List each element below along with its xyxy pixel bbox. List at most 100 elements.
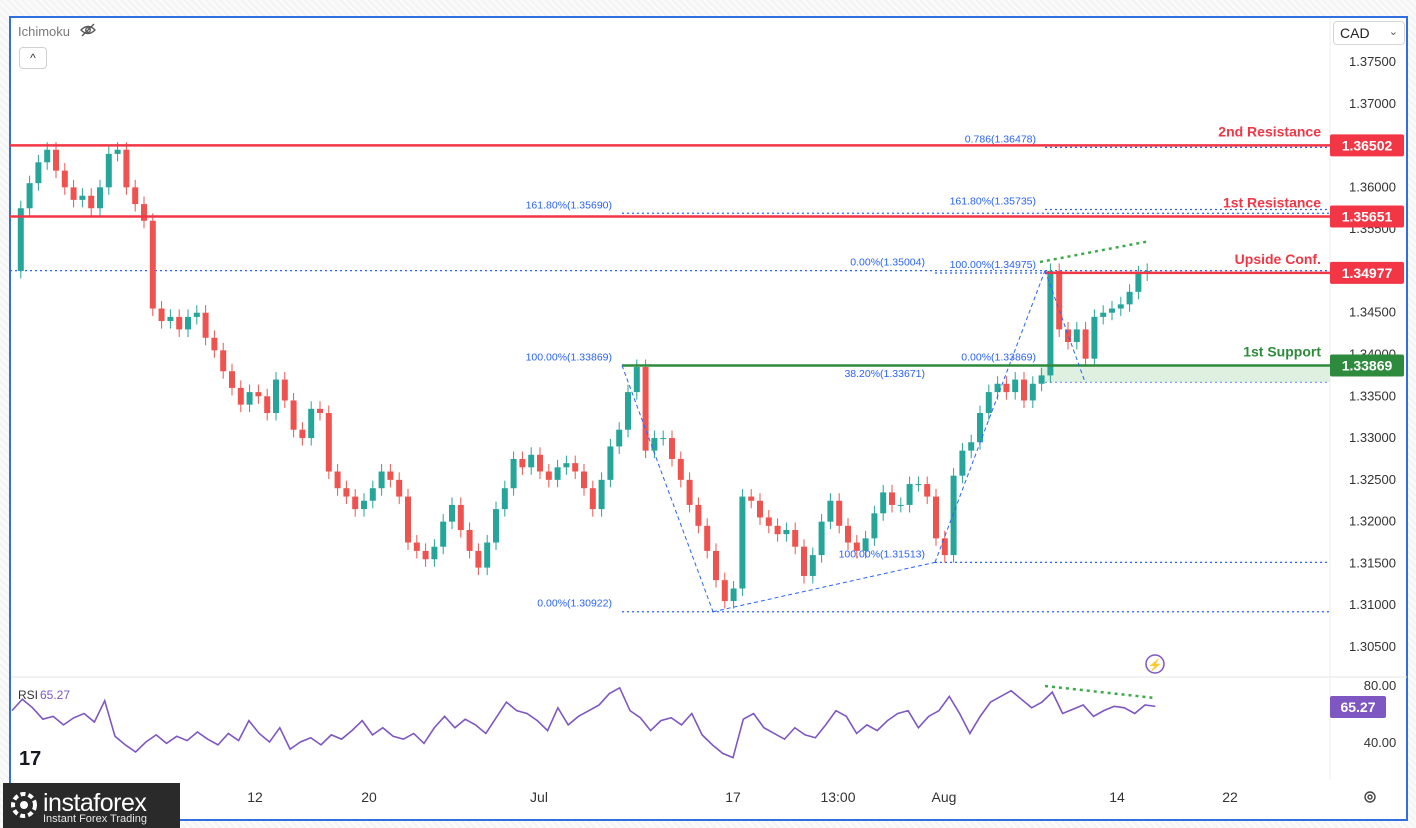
fib-label: 0.00%(1.35004) (850, 257, 925, 269)
candle-body (475, 550, 482, 568)
y-tick-label: 1.32000 (1349, 514, 1396, 529)
y-tick-label: 1.32500 (1349, 472, 1396, 487)
logo-tagline: Instant Forex Trading (43, 813, 147, 825)
candle-body (607, 446, 614, 480)
candle-body (281, 379, 288, 401)
candle-body (26, 183, 33, 209)
fib-label: 161.80%(1.35735) (950, 196, 1036, 208)
candle-body (449, 504, 455, 522)
level-price-badge (1330, 205, 1404, 228)
candle-body (1100, 312, 1107, 317)
candle-body (123, 149, 130, 188)
candle-body (378, 471, 385, 489)
divergence-line-price (1039, 239, 1151, 264)
candle-body (1021, 379, 1027, 401)
candle-body (915, 484, 922, 486)
candle-body (941, 538, 948, 556)
x-tick-label: 20 (361, 789, 377, 805)
candle-body (642, 367, 649, 451)
y-tick-label: 1.30500 (1349, 639, 1396, 654)
candle-body (589, 488, 596, 510)
candle-body (554, 467, 561, 480)
candle-body (783, 530, 790, 535)
candle-body (713, 550, 719, 581)
candle-body (880, 492, 887, 514)
candle-body (229, 371, 235, 388)
candle-body (396, 479, 403, 497)
y-tick-label: 1.34500 (1349, 305, 1396, 320)
candle-body (220, 350, 227, 372)
x-tick-label: 22 (1222, 789, 1238, 805)
candle-body (246, 392, 253, 405)
candle-body (88, 195, 95, 209)
x-tick-label: Aug (932, 789, 957, 805)
candle-body (1038, 375, 1045, 384)
fib-label: 100.00%(1.31513) (839, 548, 925, 560)
candle-body (519, 458, 526, 468)
instaforex-logo: instaforex Instant Forex Trading (3, 783, 180, 828)
candle-body (853, 542, 860, 551)
divergence-line-rsi (1044, 684, 1156, 700)
candle-body (141, 204, 147, 221)
candle-body (1126, 291, 1133, 305)
fib-label: 100.00%(1.34975) (950, 259, 1036, 271)
candle-body (466, 530, 473, 551)
candle-body (299, 429, 306, 439)
level-price-badge (1330, 134, 1404, 157)
candle-body (352, 496, 359, 510)
candle-body (237, 387, 244, 405)
candle-body (757, 500, 763, 518)
fib-label: 0.00%(1.33869) (961, 351, 1036, 363)
candle-body (660, 438, 667, 440)
candle-body (264, 396, 271, 413)
level-label: 1st Support (1243, 343, 1321, 359)
chevron-down-icon: ⌄ (1388, 26, 1398, 38)
candle-body (510, 458, 517, 489)
lightning-glyph: ⚡ (1148, 658, 1163, 672)
candle-body (792, 530, 799, 547)
indicator-label[interactable]: Ichimoku (18, 24, 71, 39)
rsi-value-badge (1330, 696, 1386, 718)
candle-body (1047, 270, 1054, 376)
candle-body (457, 504, 464, 530)
collapse-button[interactable]: ^ (19, 47, 47, 69)
candle-body (308, 408, 315, 439)
candle-body (1056, 270, 1063, 330)
x-tick-label: 17 (725, 789, 741, 805)
candle-body (581, 471, 587, 489)
candle-body (211, 337, 218, 351)
settings-gear-icon[interactable] (1362, 789, 1378, 805)
candle-body (405, 496, 411, 543)
level-price-text: 1.34977 (1342, 265, 1393, 281)
candle-body (1135, 273, 1142, 292)
currency-select[interactable]: CAD ⌄ (1333, 21, 1405, 45)
chart-panel[interactable] (9, 16, 1408, 821)
candle-body (105, 153, 112, 188)
candle-body (501, 488, 508, 510)
candle-body (53, 149, 59, 171)
pattern-line (712, 561, 936, 613)
y-tick-label: 1.31500 (1349, 555, 1396, 570)
tradingview-logo-icon: 17 (19, 748, 42, 770)
candle-body (801, 546, 807, 576)
candle-body (889, 492, 895, 505)
candle-body (70, 187, 77, 200)
x-tick-label: 12 (247, 789, 263, 805)
lightning-alert-icon (1145, 654, 1165, 674)
y-tick-label: 1.37500 (1349, 54, 1396, 69)
hide-eye-icon[interactable] (80, 22, 96, 38)
currency-value: CAD (1340, 25, 1370, 41)
candle-body (959, 450, 966, 476)
candle-body (202, 312, 209, 338)
candle-body (818, 521, 825, 556)
level-price-badge (1330, 354, 1404, 377)
candle-body (343, 488, 350, 497)
candle-body (985, 392, 992, 413)
candle-body (924, 484, 931, 497)
candle-body (317, 408, 323, 413)
rsi-value-text: 65.27 (1340, 699, 1375, 715)
fib-label: 100.00%(1.33869) (526, 351, 612, 363)
candle-body (325, 413, 332, 472)
candle-body (686, 479, 693, 505)
